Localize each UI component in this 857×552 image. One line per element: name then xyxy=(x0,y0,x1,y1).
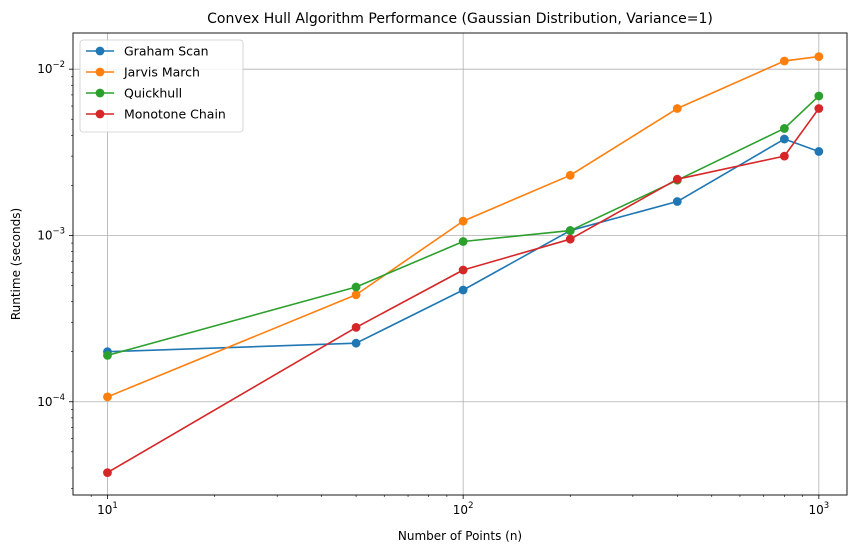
legend-marker-graham-scan xyxy=(95,46,105,56)
x-tick-label: 101 xyxy=(97,501,118,517)
data-point-monotone-chain xyxy=(103,468,112,477)
data-point-monotone-chain xyxy=(814,104,824,113)
data-point-graham-scan xyxy=(351,338,361,348)
y-tick-label: 10−2 xyxy=(37,60,65,76)
y-axis-title: Runtime (seconds) xyxy=(9,208,23,320)
data-point-jarvis-march xyxy=(458,216,468,226)
legend-marker-monotone-chain xyxy=(95,109,105,119)
legend-label-quickhull: Quickhull xyxy=(124,86,182,101)
legend-marker-jarvis-march xyxy=(95,67,105,77)
legend-box xyxy=(79,39,244,133)
x-tick-label: 102 xyxy=(453,501,474,517)
data-point-monotone-chain xyxy=(779,151,789,161)
data-point-monotone-chain xyxy=(565,234,575,244)
data-point-monotone-chain xyxy=(458,265,468,275)
y-tick-label: 10−4 xyxy=(37,393,65,409)
legend-label-monotone-chain: Monotone Chain xyxy=(124,107,226,122)
x-axis-title: Number of Points (n) xyxy=(398,529,522,543)
data-point-graham-scan xyxy=(814,147,824,156)
data-point-graham-scan xyxy=(672,197,682,206)
data-point-jarvis-march xyxy=(779,56,789,66)
data-point-jarvis-march xyxy=(565,170,575,180)
data-point-quickhull xyxy=(565,226,575,235)
x-tick-label: 103 xyxy=(808,501,829,517)
legend-label-jarvis-march: Jarvis March xyxy=(123,65,200,80)
legend: Graham Scan Jarvis March Quickhull Monotone… xyxy=(79,39,244,133)
data-point-jarvis-march xyxy=(103,392,112,402)
series-jarvis-march xyxy=(103,52,824,402)
data-point-monotone-chain xyxy=(351,323,361,332)
axis-ticks: 101 102 103 10−4 10−3 10−2 xyxy=(37,60,829,517)
y-tick-label: 10−3 xyxy=(37,226,65,242)
series-group xyxy=(103,52,824,477)
data-point-jarvis-march xyxy=(814,52,824,62)
legend-label-graham-scan: Graham Scan xyxy=(124,44,209,59)
plot-frame xyxy=(72,32,848,496)
data-point-quickhull xyxy=(103,351,112,360)
chart-title: Convex Hull Algorithm Performance (Gauss… xyxy=(207,11,713,27)
data-point-graham-scan xyxy=(779,134,789,144)
data-point-monotone-chain xyxy=(672,174,682,184)
data-point-jarvis-march xyxy=(672,104,682,113)
data-point-quickhull xyxy=(779,124,789,133)
data-point-quickhull xyxy=(351,282,361,292)
legend-marker-quickhull xyxy=(95,88,105,98)
data-point-jarvis-march xyxy=(351,290,361,300)
data-point-graham-scan xyxy=(458,285,468,295)
series-monotone-chain xyxy=(103,104,824,477)
data-point-quickhull xyxy=(814,91,824,101)
series-quickhull xyxy=(103,91,824,360)
data-point-quickhull xyxy=(458,237,468,246)
